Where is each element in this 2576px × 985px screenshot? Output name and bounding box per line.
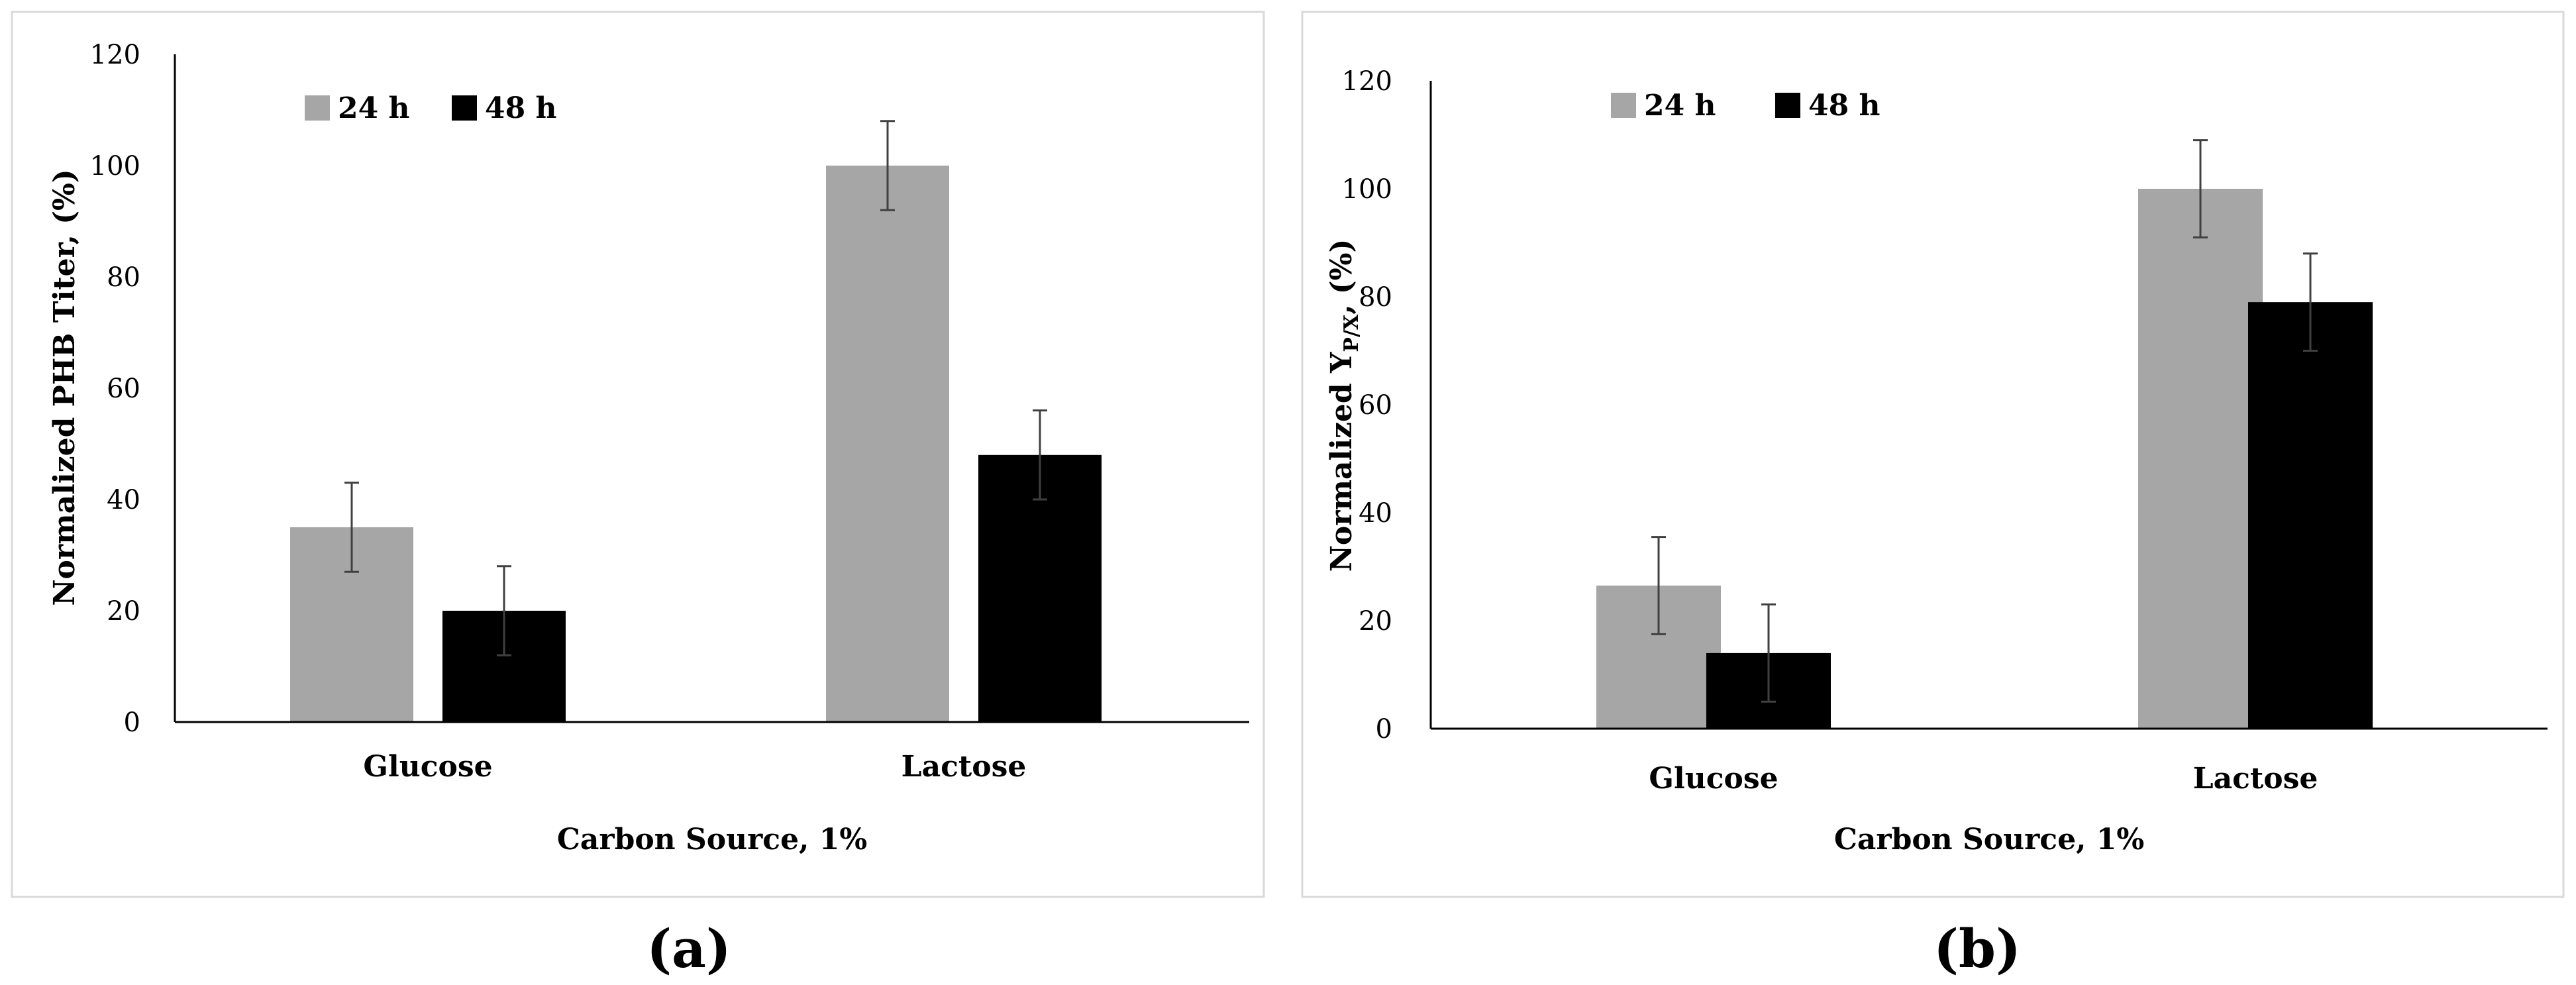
panel-b-bars	[1596, 189, 2373, 729]
panel-b-y-axis-label-subscript: P/X	[1340, 314, 1363, 352]
panel-a-legend-swatch-24h	[305, 95, 330, 121]
panel-a-y-tick-label: 40	[107, 485, 140, 515]
panel-a-legend-label-48h: 48 h	[485, 91, 557, 125]
panel-b-legend-label-48h: 48 h	[1808, 89, 1880, 123]
panel-a-bar-lactose-24h	[826, 166, 949, 722]
panel-b-y-tick-label: 40	[1359, 498, 1392, 529]
panel-b-label: (b)	[1933, 917, 2021, 980]
panel-b-y-tick-label: 80	[1359, 282, 1392, 313]
panel-b-y-axis-label-main: Normalized Y	[1325, 352, 1359, 572]
panel-b-y-axis-label: Normalized YP/X, (%)	[1325, 239, 1363, 572]
panel-b-error-bars	[1651, 139, 2318, 703]
panel-b-category-label-glucose: Glucose	[1649, 762, 1778, 796]
panel-b-bar-lactose-48h	[2248, 302, 2373, 729]
panel-b-legend-swatch-48h	[1775, 93, 1800, 118]
panel-a-y-tick-label: 0	[124, 707, 140, 738]
panel-a-legend-swatch-48h	[452, 95, 477, 121]
panel-b-category-labels: Glucose Lactose	[1649, 762, 2318, 796]
panel-b-y-tick-label: 20	[1359, 606, 1392, 637]
panel-a-legend: 24 h 48 h	[305, 91, 557, 125]
panel-b-y-axis-label-suffix: , (%)	[1325, 239, 1359, 315]
panel-b-frame	[1301, 11, 2565, 898]
panel-b-bar-lactose-24h	[2138, 189, 2263, 729]
panel-b-y-tick-label: 0	[1376, 714, 1392, 745]
panel-a-category-label-lactose: Lactose	[902, 750, 1027, 784]
panel-b-x-axis-label: Carbon Source, 1%	[1834, 823, 2144, 856]
panel-a-frame	[11, 11, 1265, 898]
panel-a-y-tick-label: 60	[107, 374, 140, 404]
panel-a-x-axis-label: Carbon Source, 1%	[557, 823, 867, 856]
panel-a-category-labels: Glucose Lactose	[363, 750, 1026, 784]
panel-b-y-tick-label: 120	[1342, 66, 1392, 97]
panel-a-y-tick-label: 80	[107, 262, 140, 293]
panel-a-legend-label-24h: 24 h	[338, 91, 410, 125]
panel-a-label: (a)	[646, 917, 731, 980]
panel-a-y-tick-label: 100	[90, 151, 140, 181]
panel-a: 0 20 40 60 80 100 120 Glucose Lactose Carbon So…	[11, 11, 1265, 898]
panel-b-category-label-lactose: Lactose	[2193, 762, 2318, 796]
panel-a-y-tick-label: 120	[90, 40, 140, 70]
panel-a-error-bars	[344, 120, 1047, 656]
panel-b-y-ticks: 0 20 40 60 80 100 120	[1342, 66, 1392, 745]
panel-b-legend-swatch-24h	[1611, 93, 1636, 118]
panel-b-legend: 24 h 48 h	[1611, 89, 1880, 123]
panel-b: 0 20 40 60 80 100 120 Glucose Lactose Carbon So…	[1301, 11, 2565, 898]
panel-a-y-ticks: 0 20 40 60 80 100 120	[90, 40, 140, 738]
panel-a-category-label-glucose: Glucose	[363, 750, 492, 784]
panel-b-y-tick-label: 100	[1342, 174, 1392, 205]
panel-b-y-tick-label: 60	[1359, 390, 1392, 421]
panel-a-bars	[290, 166, 1102, 722]
panel-a-y-tick-label: 20	[107, 596, 140, 627]
panel-b-legend-label-24h: 24 h	[1644, 89, 1716, 123]
panel-a-y-axis-label: Normalized PHB Titer, (%)	[48, 169, 81, 605]
